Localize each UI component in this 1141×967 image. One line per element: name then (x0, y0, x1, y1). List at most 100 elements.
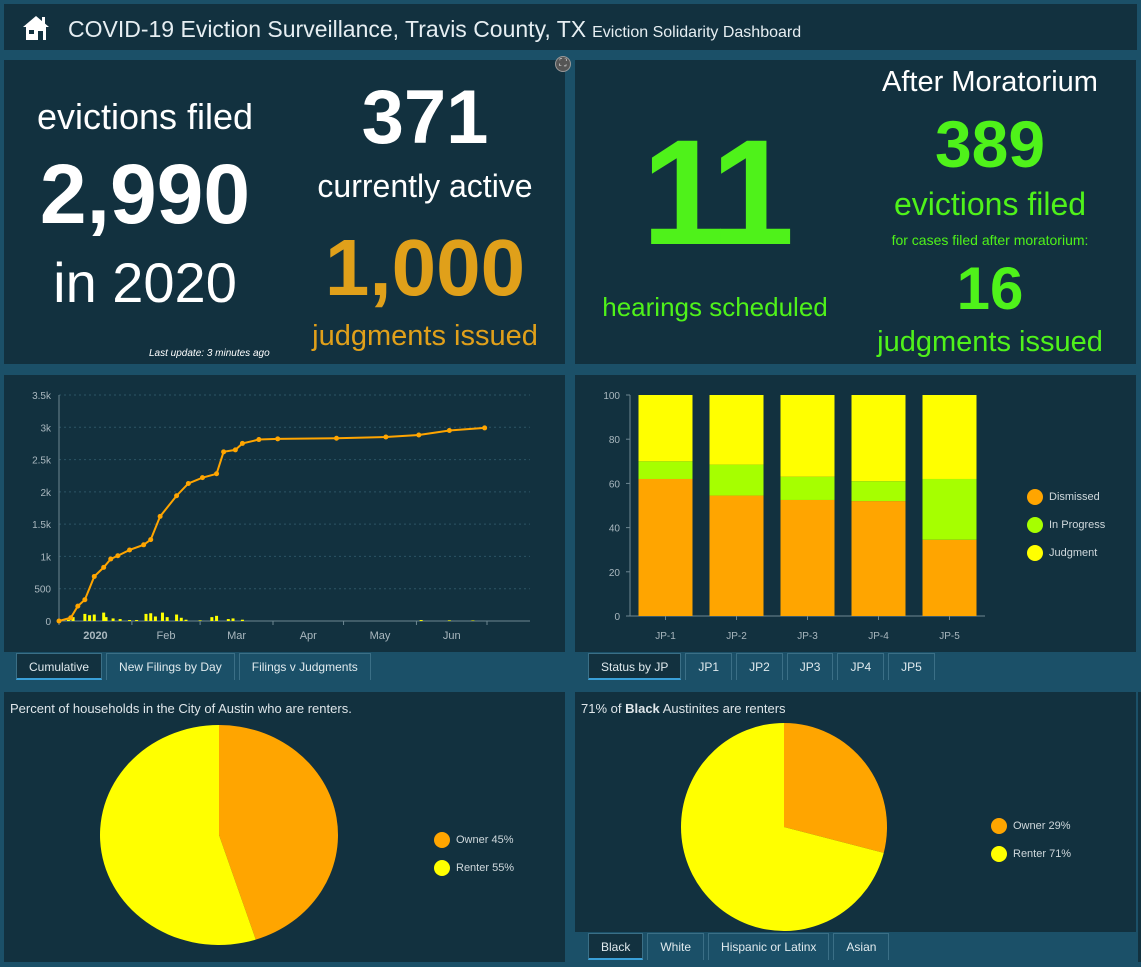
tab-hispanic-or-latinx[interactable]: Hispanic or Latinx (708, 933, 830, 960)
hearings-label: hearings scheduled (602, 292, 828, 322)
cumulative-point (199, 475, 205, 481)
tab-new-filings-by-day[interactable]: New Filings by Day (106, 653, 235, 680)
tab-jp3[interactable]: JP3 (786, 653, 834, 680)
tab-filings-v-judgments[interactable]: Filings v Judgments (238, 653, 371, 680)
race-tabs: Black White Hispanic or Latinx Asian (588, 933, 890, 960)
cumulative-point (275, 436, 281, 442)
judgments-label: judgments issued (312, 320, 538, 352)
tab-jp1[interactable]: JP1 (685, 653, 733, 680)
daily-filings-bar (179, 617, 183, 621)
daily-filings-bar (135, 620, 139, 621)
legend-swatch (1027, 545, 1043, 561)
legend-swatch (991, 818, 1007, 834)
daily-filings-bar (66, 619, 70, 621)
daily-filings-bar (144, 613, 148, 621)
legend-item[interactable]: Owner 45% (434, 832, 514, 848)
daily-filings-bar (118, 619, 122, 621)
legend-item[interactable]: In Progress (1027, 517, 1105, 533)
bar-dismissed (922, 539, 977, 616)
legend-label: Owner 45% (456, 834, 514, 846)
title-pre: 71% of (581, 701, 626, 716)
header: COVID-19 Eviction Surveillance, Travis C… (4, 4, 1137, 50)
pie-title: Percent of households in the City of Aus… (10, 701, 352, 716)
daily-filings-bar (83, 613, 87, 621)
race-pie-legend: Owner 29% Renter 71% (991, 818, 1071, 874)
daily-filings-bar (149, 613, 153, 621)
expand-icon[interactable]: ⛶ (555, 56, 571, 72)
cumulative-point (214, 471, 220, 477)
austin-renters-panel: Percent of households in the City of Aus… (4, 692, 565, 962)
tab-jp2[interactable]: JP2 (736, 653, 783, 680)
tab-cumulative[interactable]: Cumulative (16, 653, 103, 680)
legend-label: Owner 29% (1013, 820, 1071, 832)
bar-in-progress (780, 476, 835, 500)
cumulative-point (157, 513, 163, 519)
cumulative-point (148, 537, 154, 543)
y-tick-label: 500 (34, 585, 51, 596)
tab-white[interactable]: White (647, 933, 705, 960)
legend-item[interactable]: Judgment (1027, 545, 1105, 561)
after-filed-count: 389 (934, 107, 1046, 181)
tab-status-by-jp[interactable]: Status by JP (588, 653, 682, 680)
y-tick-label: 80 (609, 435, 621, 446)
cumulative-point (141, 542, 147, 548)
cumulative-point (383, 434, 389, 440)
y-tick-label: 0 (45, 617, 51, 628)
bar-dismissed (709, 495, 764, 616)
tab-black[interactable]: Black (588, 933, 644, 960)
daily-filings-bar (471, 620, 475, 621)
year-label: in 2020 (53, 251, 237, 314)
daily-filings-bar (184, 619, 188, 621)
legend-item[interactable]: Owner 29% (991, 818, 1071, 834)
bar-dismissed (780, 499, 835, 616)
daily-filings-bar (198, 620, 202, 621)
legend-label: Judgment (1049, 547, 1098, 559)
cumulative-point (232, 447, 238, 453)
bar-in-progress (709, 464, 764, 496)
y-tick-label: 100 (603, 391, 620, 402)
cumulative-line-chart: 0 500 1k 1.5k 2k 2.5k 3k 3.5k 2020 Feb Mar Apr May Ju… (32, 391, 530, 642)
daily-filings-bar (226, 619, 230, 621)
after-note: for cases filed after moratorium: (891, 232, 1089, 248)
evictions-filed-label: evictions filed (36, 96, 254, 137)
cumulative-point (115, 553, 121, 559)
tab-jp4[interactable]: JP4 (837, 653, 885, 680)
bar-judgment (851, 395, 906, 482)
daily-filings-bar (165, 617, 169, 621)
daily-filings-bar (419, 620, 423, 621)
legend-swatch (1027, 489, 1043, 505)
pie-slice-renter (681, 723, 884, 931)
cumulative-point (108, 556, 114, 562)
daily-filings-bar (447, 620, 451, 621)
daily-filings-bar (111, 618, 115, 621)
judgments-count: 1,000 (324, 223, 526, 312)
daily-filings-bar (210, 617, 214, 621)
y-tick-label: 1k (40, 552, 52, 563)
daily-filings-bar (92, 614, 96, 621)
daily-filings-bar (215, 615, 219, 621)
after-judgments-label: judgments issued (877, 326, 1103, 358)
jp-chart-legend: Dismissed In Progress Judgment (1027, 489, 1105, 573)
y-tick-label: 0 (614, 612, 620, 623)
legend-item[interactable]: Renter 55% (434, 860, 514, 876)
legend-item[interactable]: Dismissed (1027, 489, 1105, 505)
x-tick-label: JP-5 (939, 631, 960, 642)
hearings-count: 11 (641, 108, 795, 276)
tab-asian[interactable]: Asian (833, 933, 890, 960)
legend-swatch (434, 860, 450, 876)
cumulative-point (127, 547, 133, 553)
cumulative-chart-panel: 0 500 1k 1.5k 2k 2.5k 3k 3.5k 2020 Feb Mar Apr May Ju… (4, 375, 565, 652)
pie-slice-owner (784, 723, 887, 853)
cumulative-point (91, 573, 97, 579)
title-post: Austinites are renters (659, 701, 786, 716)
bar-judgment (638, 395, 693, 462)
total-evictions: 2,990 (39, 147, 251, 241)
x-tick-label: May (370, 630, 391, 642)
legend-swatch (1027, 517, 1043, 533)
bar-judgment (922, 395, 977, 479)
cumulative-point (333, 435, 339, 441)
cumulative-point (446, 428, 452, 434)
legend-item[interactable]: Renter 71% (991, 846, 1071, 862)
tab-jp5[interactable]: JP5 (888, 653, 935, 680)
after-judgments-count: 16 (956, 255, 1024, 322)
